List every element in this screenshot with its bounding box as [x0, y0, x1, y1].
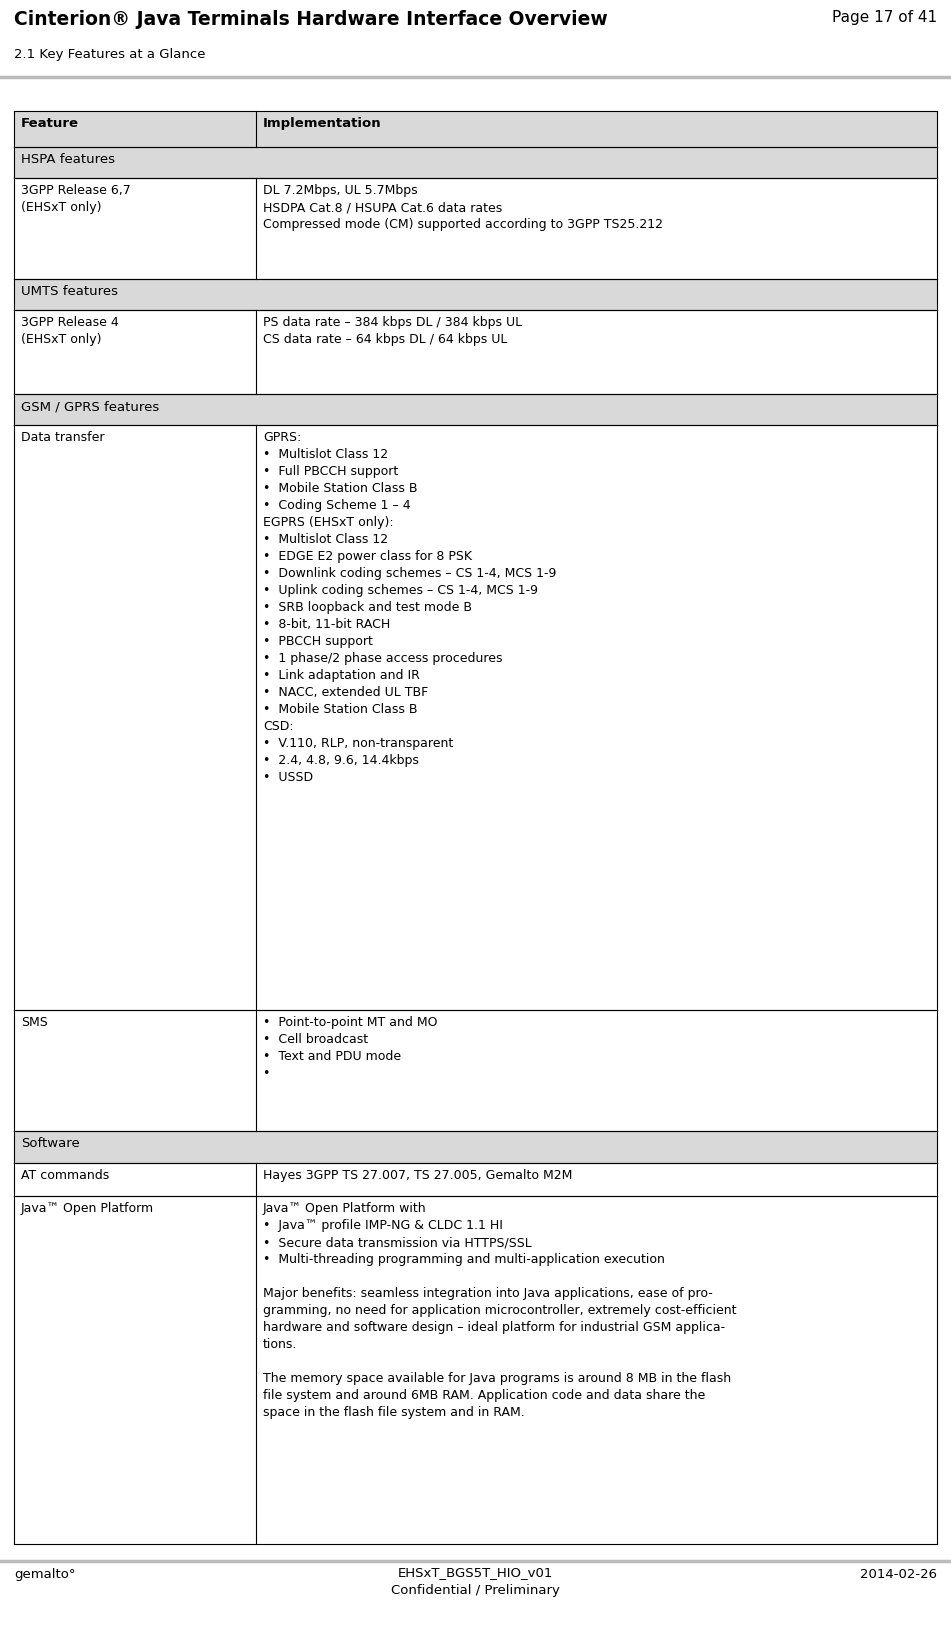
Bar	[14, 1196, 937, 1544]
Text: UMTS features: UMTS features	[21, 285, 118, 298]
Text: Java™ Open Platform: Java™ Open Platform	[21, 1201, 154, 1214]
Text: GSM / GPRS features: GSM / GPRS features	[21, 400, 159, 413]
Text: GPRS:
•  Multislot Class 12
•  Full PBCCH support
•  Mobile Station Class B
•  C: GPRS: • Multislot Class 12 • Full PBCCH …	[262, 431, 556, 783]
Text: Hayes 3GPP TS 27.007, TS 27.005, Gemalto M2M: Hayes 3GPP TS 27.007, TS 27.005, Gemalto…	[262, 1169, 573, 1182]
Bar	[14, 1164, 937, 1196]
Text: HSPA features: HSPA features	[21, 152, 115, 166]
Text: Software: Software	[21, 1137, 80, 1151]
Bar	[14, 395, 937, 426]
Bar	[14, 1133, 937, 1164]
Bar	[14, 179, 937, 280]
Text: EHSxT_BGS5T_HIO_v01: EHSxT_BGS5T_HIO_v01	[398, 1565, 553, 1578]
Bar	[14, 148, 937, 179]
Text: •  Point-to-point MT and MO
•  Cell broadcast
•  Text and PDU mode
•: • Point-to-point MT and MO • Cell broadc…	[262, 1016, 437, 1080]
Text: 3GPP Release 6,7
(EHSxT only): 3GPP Release 6,7 (EHSxT only)	[21, 184, 130, 215]
Bar	[14, 111, 937, 148]
Text: Data transfer: Data transfer	[21, 431, 105, 444]
Text: SMS: SMS	[21, 1016, 48, 1029]
Text: Page 17 of 41: Page 17 of 41	[832, 10, 937, 25]
Bar	[14, 426, 937, 1011]
Text: Cinterion® Java Terminals Hardware Interface Overview: Cinterion® Java Terminals Hardware Inter…	[14, 10, 608, 30]
Bar	[14, 311, 937, 395]
Text: PS data rate – 384 kbps DL / 384 kbps UL
CS data rate – 64 kbps DL / 64 kbps UL: PS data rate – 384 kbps DL / 384 kbps UL…	[262, 316, 522, 346]
Text: DL 7.2Mbps, UL 5.7Mbps
HSDPA Cat.8 / HSUPA Cat.6 data rates
Compressed mode (CM): DL 7.2Mbps, UL 5.7Mbps HSDPA Cat.8 / HSU…	[262, 184, 663, 231]
Text: Feature: Feature	[21, 116, 79, 129]
Text: 3GPP Release 4
(EHSxT only): 3GPP Release 4 (EHSxT only)	[21, 316, 119, 346]
Bar	[14, 1011, 937, 1133]
Text: AT commands: AT commands	[21, 1169, 109, 1182]
Text: 2.1 Key Features at a Glance: 2.1 Key Features at a Glance	[14, 48, 205, 61]
Text: Java™ Open Platform with
•  Java™ profile IMP-NG & CLDC 1.1 HI
•  Secure data tr: Java™ Open Platform with • Java™ profile…	[262, 1201, 736, 1418]
Text: Confidential / Preliminary: Confidential / Preliminary	[391, 1583, 560, 1596]
Text: Implementation: Implementation	[262, 116, 381, 129]
Text: 2014-02-26: 2014-02-26	[860, 1567, 937, 1580]
Bar	[14, 280, 937, 311]
Text: gemalto°: gemalto°	[14, 1567, 75, 1580]
